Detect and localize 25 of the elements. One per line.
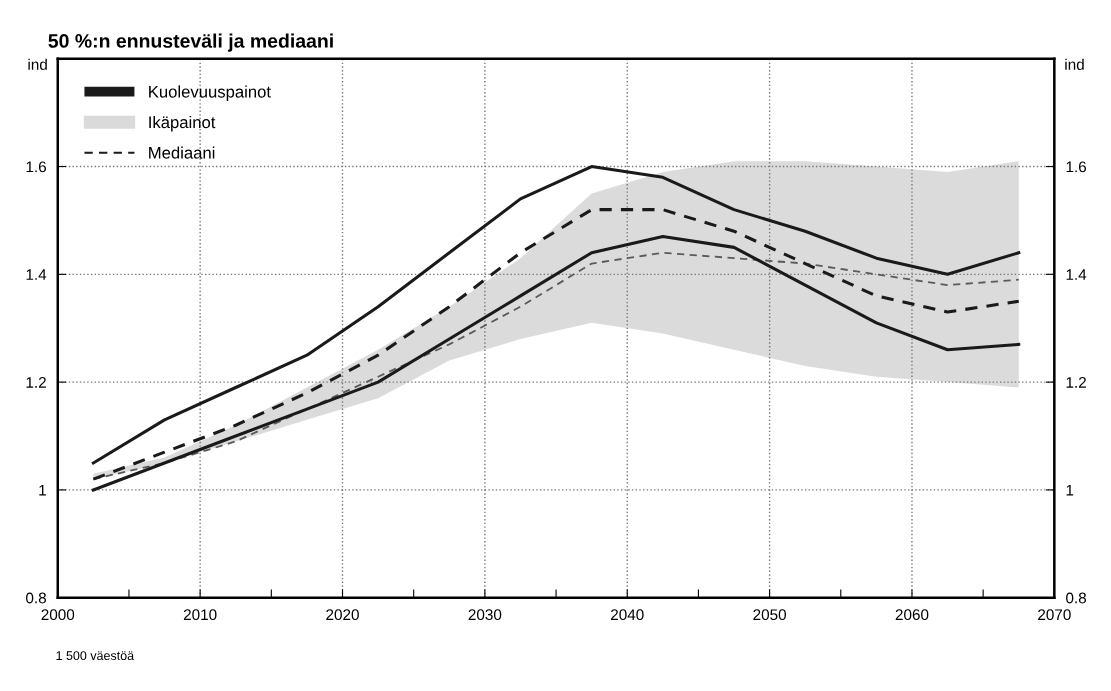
x-tick-label: 2010 [183, 609, 217, 621]
y2-tick-label: 1.4 [1066, 269, 1087, 280]
y2-tick-label: 1.2 [1066, 376, 1086, 388]
y2-axis-title: ind [1065, 58, 1084, 70]
legend-label: Mediaani [149, 146, 215, 159]
x-tick-label: 2050 [753, 609, 786, 621]
x-tick-label: 2020 [326, 609, 359, 621]
legend-label: Kuolevuuspainot [149, 85, 271, 101]
y-tick-label: 1.6 [26, 161, 46, 173]
y-tick-label: 1 [39, 484, 46, 496]
x-tick-label: 2030 [468, 609, 502, 621]
y2-tick-label: 1.6 [1066, 161, 1087, 173]
x-tick-label: 2040 [611, 609, 644, 621]
x-tick-label: 2070 [1038, 609, 1071, 621]
y-tick-label: 0.8 [26, 592, 46, 604]
x-tick-label: 2060 [895, 609, 929, 621]
text: 1 500 väestöä [56, 651, 135, 661]
x-tick-label: 2000 [41, 609, 75, 621]
chart-title: 50 %:n ennusteväli ja mediaani [48, 33, 333, 52]
y-axis-title: ind [28, 58, 47, 70]
y2-tick-label: 1 [1066, 484, 1074, 496]
legend-label: Ikäpainot [149, 115, 216, 132]
y-tick-label: 1.2 [26, 376, 46, 388]
y2-tick-label: 0.8 [1066, 592, 1087, 604]
y-tick-label: 1.4 [26, 269, 47, 280]
